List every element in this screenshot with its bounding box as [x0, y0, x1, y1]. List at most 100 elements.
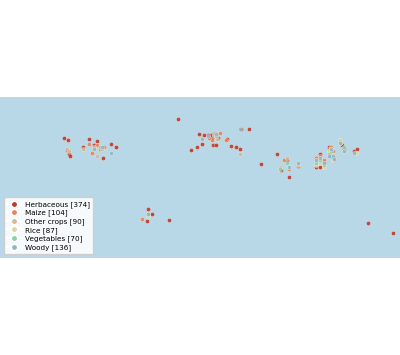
Point: [312, 160, 319, 165]
Point: [237, 126, 243, 132]
Point: [286, 164, 292, 170]
Point: [294, 160, 301, 165]
Point: [341, 144, 348, 150]
Point: [321, 160, 328, 165]
Point: [317, 155, 323, 161]
Point: [199, 137, 206, 143]
Point: [277, 164, 283, 170]
Point: [284, 160, 290, 165]
Point: [91, 144, 98, 150]
Point: [99, 144, 106, 150]
Point: [199, 136, 206, 142]
Point: [89, 150, 96, 155]
Point: [224, 136, 230, 142]
Point: [80, 144, 86, 150]
Point: [312, 162, 319, 168]
Point: [312, 164, 319, 170]
Point: [331, 157, 338, 163]
Point: [326, 146, 332, 152]
Point: [144, 213, 151, 219]
Point: [331, 156, 338, 162]
Point: [97, 146, 103, 152]
Point: [341, 148, 348, 154]
Point: [317, 164, 323, 170]
Point: [326, 148, 332, 154]
Point: [317, 151, 323, 157]
Point: [328, 153, 334, 159]
Point: [112, 144, 119, 150]
Point: [274, 151, 280, 157]
Point: [188, 147, 194, 153]
Point: [64, 147, 70, 153]
Point: [66, 151, 72, 157]
Point: [321, 157, 328, 163]
Point: [86, 141, 92, 147]
Point: [199, 136, 206, 142]
Point: [108, 141, 114, 147]
Point: [337, 138, 343, 144]
Point: [330, 155, 336, 161]
Point: [351, 148, 358, 154]
Point: [321, 162, 328, 168]
Point: [258, 161, 264, 166]
Point: [294, 162, 301, 168]
Point: [139, 216, 146, 222]
Point: [212, 133, 219, 139]
Point: [331, 154, 338, 160]
Point: [204, 132, 211, 137]
Point: [144, 219, 150, 224]
Point: [212, 132, 219, 137]
Point: [331, 156, 338, 162]
Point: [209, 137, 216, 143]
Point: [286, 174, 292, 180]
Point: [317, 153, 323, 159]
Point: [328, 144, 334, 150]
Point: [326, 144, 332, 150]
Point: [341, 148, 348, 154]
Point: [210, 142, 216, 148]
Point: [281, 157, 288, 163]
Point: [317, 160, 323, 165]
Point: [101, 144, 108, 150]
Point: [339, 142, 346, 148]
Point: [277, 166, 283, 172]
Point: [337, 137, 343, 143]
Legend: Herbaceous [374], Maize [104], Other crops [90], Rice [87], Vegetables [70], Woo: Herbaceous [374], Maize [104], Other cro…: [4, 197, 93, 255]
Point: [94, 142, 100, 148]
Point: [328, 146, 334, 152]
Point: [312, 157, 319, 163]
Point: [144, 211, 151, 217]
Point: [286, 164, 292, 170]
Point: [238, 126, 244, 132]
Point: [321, 164, 328, 170]
Point: [204, 133, 211, 139]
Point: [166, 218, 172, 223]
Point: [217, 130, 223, 135]
Point: [337, 140, 343, 145]
Point: [206, 135, 212, 141]
Point: [232, 144, 239, 150]
Point: [330, 157, 336, 163]
Point: [209, 135, 216, 141]
Point: [97, 144, 103, 150]
Point: [321, 162, 328, 168]
Point: [214, 135, 221, 141]
Point: [91, 146, 98, 152]
Point: [199, 141, 206, 147]
Point: [246, 126, 252, 132]
Point: [286, 166, 292, 172]
Point: [326, 153, 332, 159]
Point: [94, 153, 100, 159]
Point: [330, 153, 336, 159]
Point: [214, 136, 220, 142]
Point: [312, 157, 319, 163]
Point: [330, 155, 336, 161]
Point: [237, 151, 243, 157]
Point: [228, 143, 234, 149]
Point: [149, 211, 156, 217]
Point: [330, 148, 336, 154]
Point: [330, 153, 336, 159]
Point: [317, 157, 323, 163]
Point: [201, 132, 208, 137]
Point: [196, 131, 202, 136]
